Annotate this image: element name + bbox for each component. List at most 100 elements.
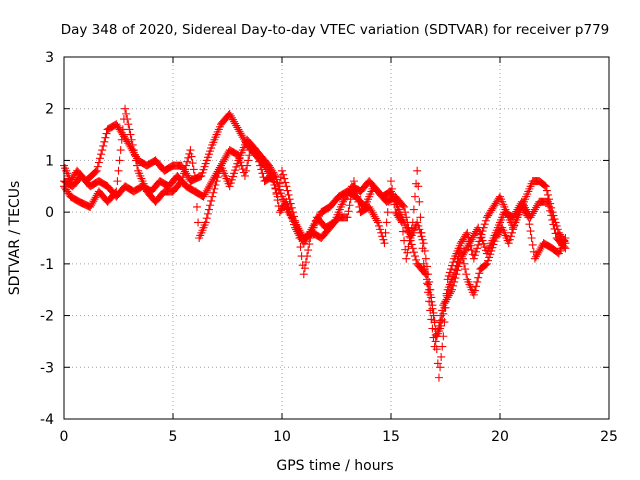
data-point <box>305 240 314 249</box>
data-point <box>474 240 483 249</box>
data-point <box>482 259 491 268</box>
data-point <box>526 227 535 236</box>
data-point <box>250 144 259 153</box>
data-point <box>540 181 549 190</box>
data-point <box>203 209 212 218</box>
data-point <box>398 201 407 210</box>
data-point <box>421 254 430 263</box>
data-point <box>448 285 457 294</box>
data-point <box>478 236 487 245</box>
data-point <box>452 270 461 279</box>
data-point <box>481 260 490 269</box>
data-point <box>344 207 353 216</box>
data-point <box>460 259 469 268</box>
data-point <box>543 197 552 206</box>
data-point <box>126 130 135 139</box>
data-point <box>469 254 478 263</box>
data-point <box>546 206 555 215</box>
data-point <box>449 281 458 290</box>
data-point <box>186 146 195 155</box>
data-point <box>207 196 216 205</box>
data-point <box>206 201 215 210</box>
data-point <box>128 140 137 149</box>
data-point <box>287 213 296 222</box>
data-point <box>437 311 446 320</box>
data-point <box>410 192 419 201</box>
data-point <box>271 184 280 193</box>
y-axis-label: SDTVAR / TECUs <box>7 181 23 296</box>
x-tick-label: 0 <box>60 429 69 445</box>
data-point <box>91 167 100 176</box>
y-tick-label: -2 <box>40 309 54 325</box>
data-layer <box>60 104 570 382</box>
data-point <box>422 279 431 288</box>
data-point <box>548 215 557 224</box>
data-point <box>480 243 489 252</box>
data-point <box>283 201 292 210</box>
data-point <box>372 216 381 225</box>
data-point <box>299 270 308 279</box>
data-point <box>189 165 198 174</box>
data-point <box>446 265 455 274</box>
data-point <box>506 232 515 241</box>
x-tick-label: 15 <box>382 429 400 445</box>
data-point <box>473 244 482 253</box>
data-point <box>541 182 550 191</box>
data-point <box>428 304 437 313</box>
data-point <box>101 133 110 142</box>
y-tick-label: -1 <box>40 257 54 273</box>
data-point <box>131 156 140 165</box>
data-point <box>116 146 125 155</box>
data-point <box>233 159 242 168</box>
data-point <box>542 186 551 195</box>
data-point <box>180 165 189 174</box>
data-point <box>444 271 453 280</box>
data-point <box>504 239 513 248</box>
data-point <box>474 273 483 282</box>
data-point <box>209 188 218 197</box>
data-point <box>278 166 286 175</box>
y-tick-label: -3 <box>40 360 54 376</box>
y-tick-label: 0 <box>45 205 54 221</box>
data-point <box>301 258 310 267</box>
plot-frame <box>63 56 610 420</box>
data-point <box>433 327 442 336</box>
data-point <box>434 321 443 330</box>
data-point <box>510 221 519 230</box>
data-point <box>183 157 192 166</box>
data-point <box>406 236 415 245</box>
data-point <box>550 224 559 233</box>
data-point <box>527 234 536 242</box>
data-point <box>480 220 489 229</box>
data-point <box>424 280 433 289</box>
data-point <box>549 220 558 229</box>
data-point <box>509 225 518 234</box>
data-point <box>243 161 252 170</box>
data-series-track-c <box>60 135 570 351</box>
data-point <box>239 168 248 177</box>
data-point <box>130 151 139 160</box>
data-point <box>201 218 210 227</box>
data-point <box>272 190 281 199</box>
y-tick-label: 2 <box>45 102 54 118</box>
data-point <box>280 174 289 183</box>
data-point <box>473 277 482 286</box>
data-point <box>469 290 478 299</box>
data-point <box>383 208 392 217</box>
data-point <box>273 196 282 205</box>
data-point <box>225 182 234 191</box>
data-point <box>188 159 197 168</box>
data-point <box>409 205 418 214</box>
data-point <box>228 172 237 181</box>
data-point <box>93 162 102 171</box>
data-point <box>270 177 279 186</box>
data-point <box>472 282 481 291</box>
data-point <box>231 166 240 175</box>
data-point <box>98 146 107 155</box>
y-tick-label: -4 <box>40 412 54 428</box>
data-point <box>255 157 264 166</box>
data-point <box>477 233 486 242</box>
data-point <box>528 240 537 249</box>
data-point <box>437 352 446 361</box>
